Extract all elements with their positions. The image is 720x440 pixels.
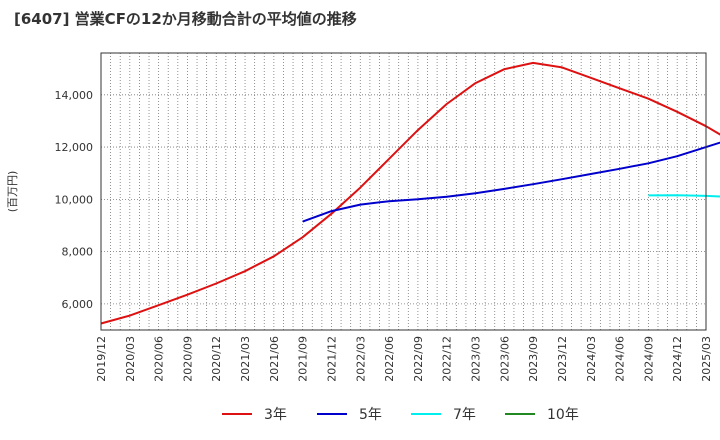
x-tick-label: 2023/03 xyxy=(470,336,483,382)
x-tick-label: 2023/09 xyxy=(527,336,540,382)
x-tick-label: 2020/09 xyxy=(181,336,194,382)
legend-label-4: 10年 xyxy=(547,407,579,423)
y-tick-label: 10,000 xyxy=(55,193,94,206)
x-tick-label: 2024/03 xyxy=(585,336,598,382)
legend-label-2: 5年 xyxy=(359,407,382,423)
x-tick-label: 2023/12 xyxy=(556,336,569,382)
legend-label-1: 3年 xyxy=(264,407,287,423)
y-tick-label: 6,000 xyxy=(62,298,94,311)
plot-frame xyxy=(100,52,707,331)
y-tick-label: 8,000 xyxy=(62,246,94,259)
y-axis-label: (百万円) xyxy=(6,171,19,213)
x-tick-label: 2019/12 xyxy=(95,336,108,382)
x-tick-label: 2024/09 xyxy=(642,336,655,382)
x-axis: 2019/12 2020/03 2020/06 2020/09 2020/12 2021/… xyxy=(95,336,713,382)
x-tick-label: 2020/06 xyxy=(153,336,166,382)
series-lines xyxy=(100,61,720,325)
x-tick-label: 2023/06 xyxy=(498,336,511,382)
chart-title: [6407] 営業CFの12か月移動合計の平均値の推移 xyxy=(14,10,357,28)
x-tick-label: 2022/03 xyxy=(354,336,367,382)
y-tick-label: 12,000 xyxy=(55,141,94,154)
x-tick-label: 2021/06 xyxy=(268,336,281,382)
x-tick-label: 2024/12 xyxy=(671,336,684,382)
x-tick-label: 2022/06 xyxy=(383,336,396,382)
x-tick-label: 2025/03 xyxy=(700,336,713,382)
series-line-2 xyxy=(302,141,720,223)
x-tick-label: 2022/09 xyxy=(412,336,425,382)
x-tick-label: 2021/03 xyxy=(239,336,252,382)
legend: 3年 5年 7年 10年 xyxy=(222,407,579,423)
x-tick-label: 2020/03 xyxy=(124,336,137,382)
x-tick-label: 2020/12 xyxy=(210,336,223,382)
grid xyxy=(100,53,707,330)
y-axis: 6,000 8,000 10,000 12,000 14,000 xyxy=(55,89,94,311)
series-line-1 xyxy=(100,61,720,325)
y-tick-label: 14,000 xyxy=(55,89,94,102)
x-tick-label: 2022/12 xyxy=(441,336,454,382)
x-tick-label: 2024/06 xyxy=(614,336,627,382)
x-tick-label: 2021/09 xyxy=(297,336,310,382)
series-line-3 xyxy=(648,194,720,198)
legend-label-3: 7年 xyxy=(453,407,476,423)
x-tick-label: 2021/12 xyxy=(325,336,338,382)
